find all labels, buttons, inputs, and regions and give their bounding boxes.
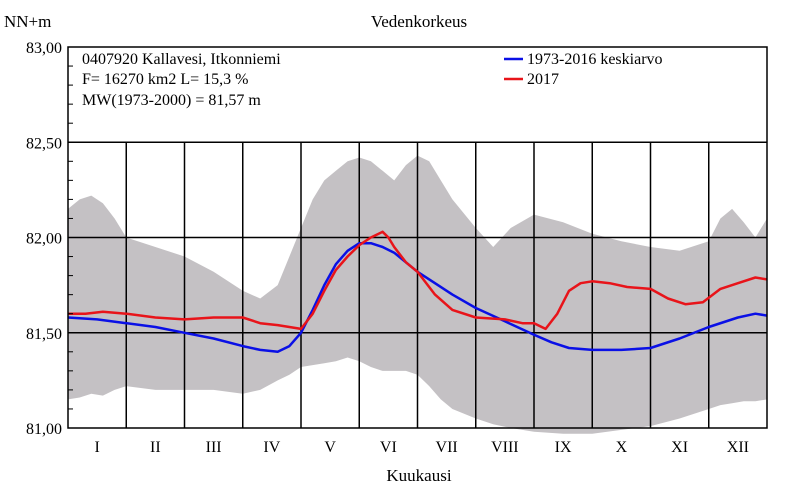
info-line-mean: MW(1973-2000) = 81,57 m bbox=[82, 92, 261, 109]
y-tick-label: 81,00 bbox=[26, 421, 62, 438]
y-axis: 81,00 81,50 82,00 82,50 83,00 bbox=[26, 40, 76, 438]
y-tick-label: 83,00 bbox=[26, 40, 62, 57]
legend: 1973-2016 keskiarvo 2017 bbox=[504, 51, 663, 88]
y-axis-label: NN+m bbox=[4, 12, 51, 31]
x-tick-label: III bbox=[206, 439, 222, 456]
y-tick-label: 82,50 bbox=[26, 135, 62, 152]
info-line-station: 0407920 Kallavesi, Itkonniemi bbox=[82, 51, 281, 68]
legend-label-2017: 2017 bbox=[527, 71, 559, 88]
x-tick-label: VIII bbox=[491, 439, 519, 456]
x-tick-label: X bbox=[616, 439, 628, 456]
chart-title: Vedenkorkeus bbox=[371, 12, 467, 31]
info-box: 0407920 Kallavesi, Itkonniemi F= 16270 k… bbox=[82, 51, 281, 109]
x-tick-label: V bbox=[324, 439, 336, 456]
x-tick-label: XII bbox=[727, 439, 749, 456]
x-axis: I II III IV V VI VII VIII IX X XI XII bbox=[94, 439, 749, 456]
series-line-mean bbox=[67, 241, 768, 354]
y-tick-label: 82,00 bbox=[26, 231, 62, 248]
x-tick-label: II bbox=[150, 439, 161, 456]
x-axis-label: Kuukausi bbox=[386, 466, 451, 485]
x-tick-label: VI bbox=[380, 439, 397, 456]
series-layer bbox=[67, 230, 768, 354]
info-line-area: F= 16270 km2 L= 15,3 % bbox=[82, 71, 249, 88]
y-tick-label: 81,50 bbox=[26, 326, 62, 343]
x-tick-label: VII bbox=[436, 439, 458, 456]
x-tick-label: I bbox=[94, 439, 99, 456]
x-tick-label: IV bbox=[263, 439, 280, 456]
x-tick-label: XI bbox=[671, 439, 688, 456]
plot-area bbox=[67, 46, 768, 434]
x-tick-label: IX bbox=[555, 439, 572, 456]
legend-label-mean: 1973-2016 keskiarvo bbox=[527, 51, 663, 68]
series-line-2017 bbox=[68, 230, 768, 331]
grid-layer bbox=[68, 142, 767, 428]
